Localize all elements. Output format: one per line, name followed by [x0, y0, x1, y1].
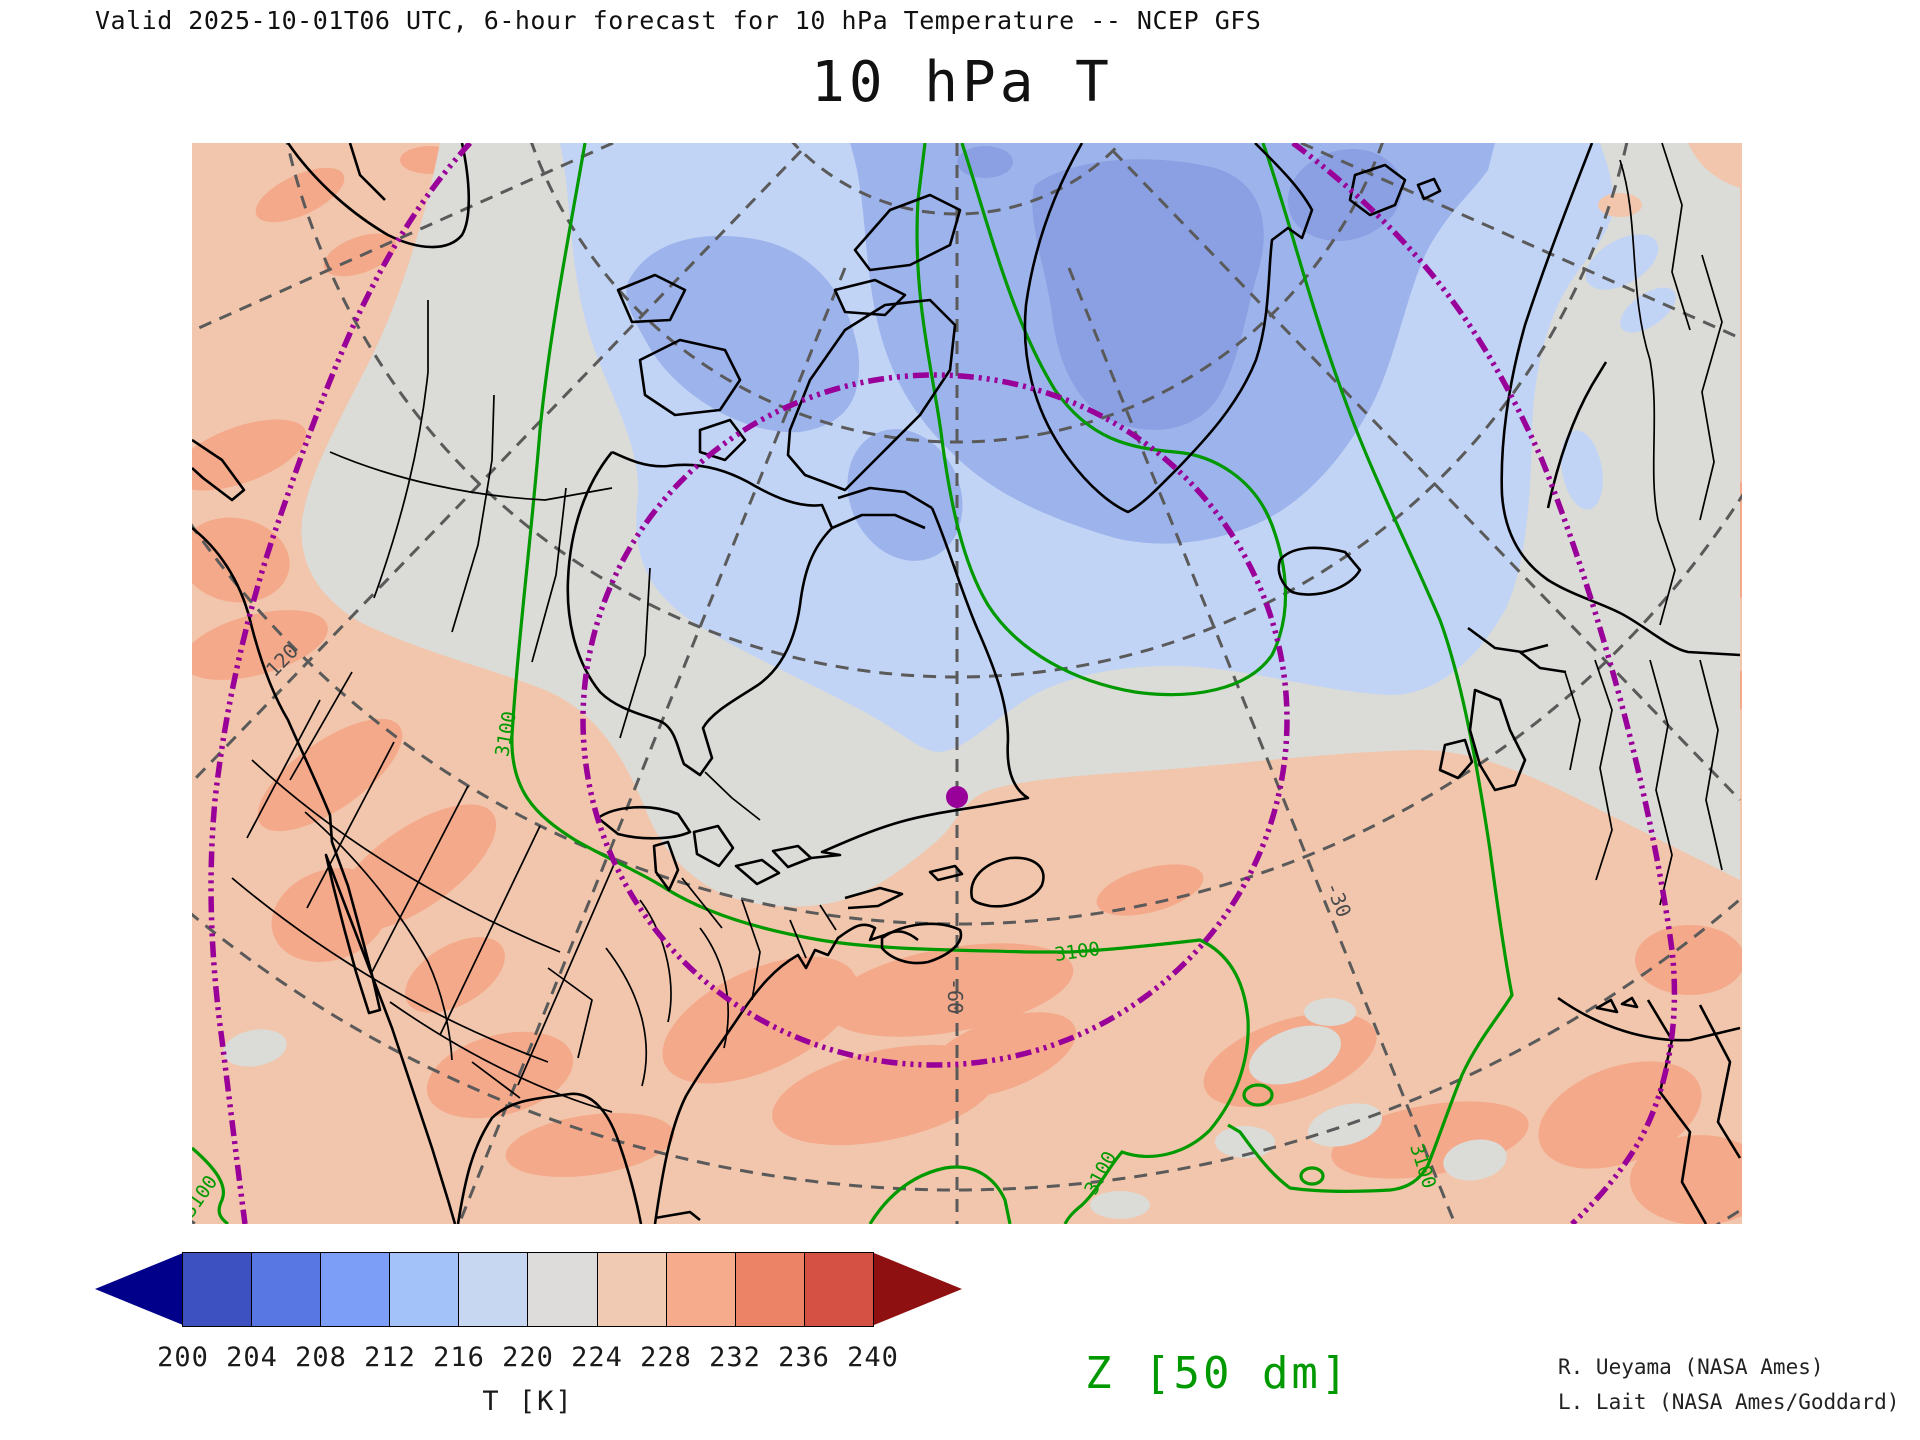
coastlines: [192, 143, 1742, 1224]
credit-line-2: L. Lait (NASA Ames/Goddard): [1558, 1390, 1900, 1414]
colorbar-tick-label: 204: [226, 1342, 278, 1373]
colorbar-tick-label: 200: [157, 1342, 209, 1373]
vortex-center-dot: [946, 786, 968, 808]
colorbar-segment: [389, 1253, 459, 1326]
colorbar-segment: [803, 1253, 873, 1326]
colorbar-tick-label: 232: [709, 1342, 761, 1373]
colorbar-tick-label: 216: [433, 1342, 485, 1373]
credits: R. Ueyama (NASA Ames) L. Lait (NASA Ames…: [1558, 1350, 1899, 1420]
colorbar-segment: [251, 1253, 321, 1326]
colorbar-segments: [182, 1252, 874, 1327]
colorbar-segment: [458, 1253, 528, 1326]
credit-line-1: R. Ueyama (NASA Ames): [1558, 1355, 1824, 1379]
colorbar-tick-label: 240: [847, 1342, 899, 1373]
colorbar-left-arrow: [95, 1253, 183, 1325]
colorbar-segment: [320, 1253, 390, 1326]
colorbar-axis-label: T [K]: [482, 1386, 574, 1417]
page-title: 10 hPa T: [811, 50, 1113, 115]
colorbar-tick-label: 208: [295, 1342, 347, 1373]
height-contour-units-label: Z [50 dm]: [1085, 1348, 1351, 1399]
valid-time-header: Valid 2025-10-01T06 UTC, 6-hour forecast…: [95, 6, 1262, 35]
graticule: [192, 143, 1742, 1224]
colorbar-segment: [734, 1253, 804, 1326]
temperature-map: 3100 3100 3100 3100 3100 120 -60 -30: [192, 143, 1742, 1224]
colorbar-tick-label: 212: [364, 1342, 416, 1373]
colorbar-segment: [527, 1253, 597, 1326]
height-contours: [192, 143, 1514, 1224]
colorbar-tick-label: 228: [640, 1342, 692, 1373]
colorbar-segment: [596, 1253, 666, 1326]
vortex-edge: [208, 143, 1678, 1224]
colorbar-tick-label: 224: [571, 1342, 623, 1373]
colorbar-segment: [183, 1253, 252, 1326]
colorbar-tick-label: 220: [502, 1342, 554, 1373]
temperature-shading: [192, 143, 1742, 1224]
colorbar-segment: [665, 1253, 735, 1326]
colorbar-right-arrow: [874, 1253, 962, 1325]
colorbar-tick-label: 236: [778, 1342, 830, 1373]
map-panel: 3100 3100 3100 3100 3100 120 -60 -30: [192, 143, 1742, 1224]
state-borders: [231, 143, 1723, 1113]
graticule-label: -60: [943, 978, 967, 1014]
